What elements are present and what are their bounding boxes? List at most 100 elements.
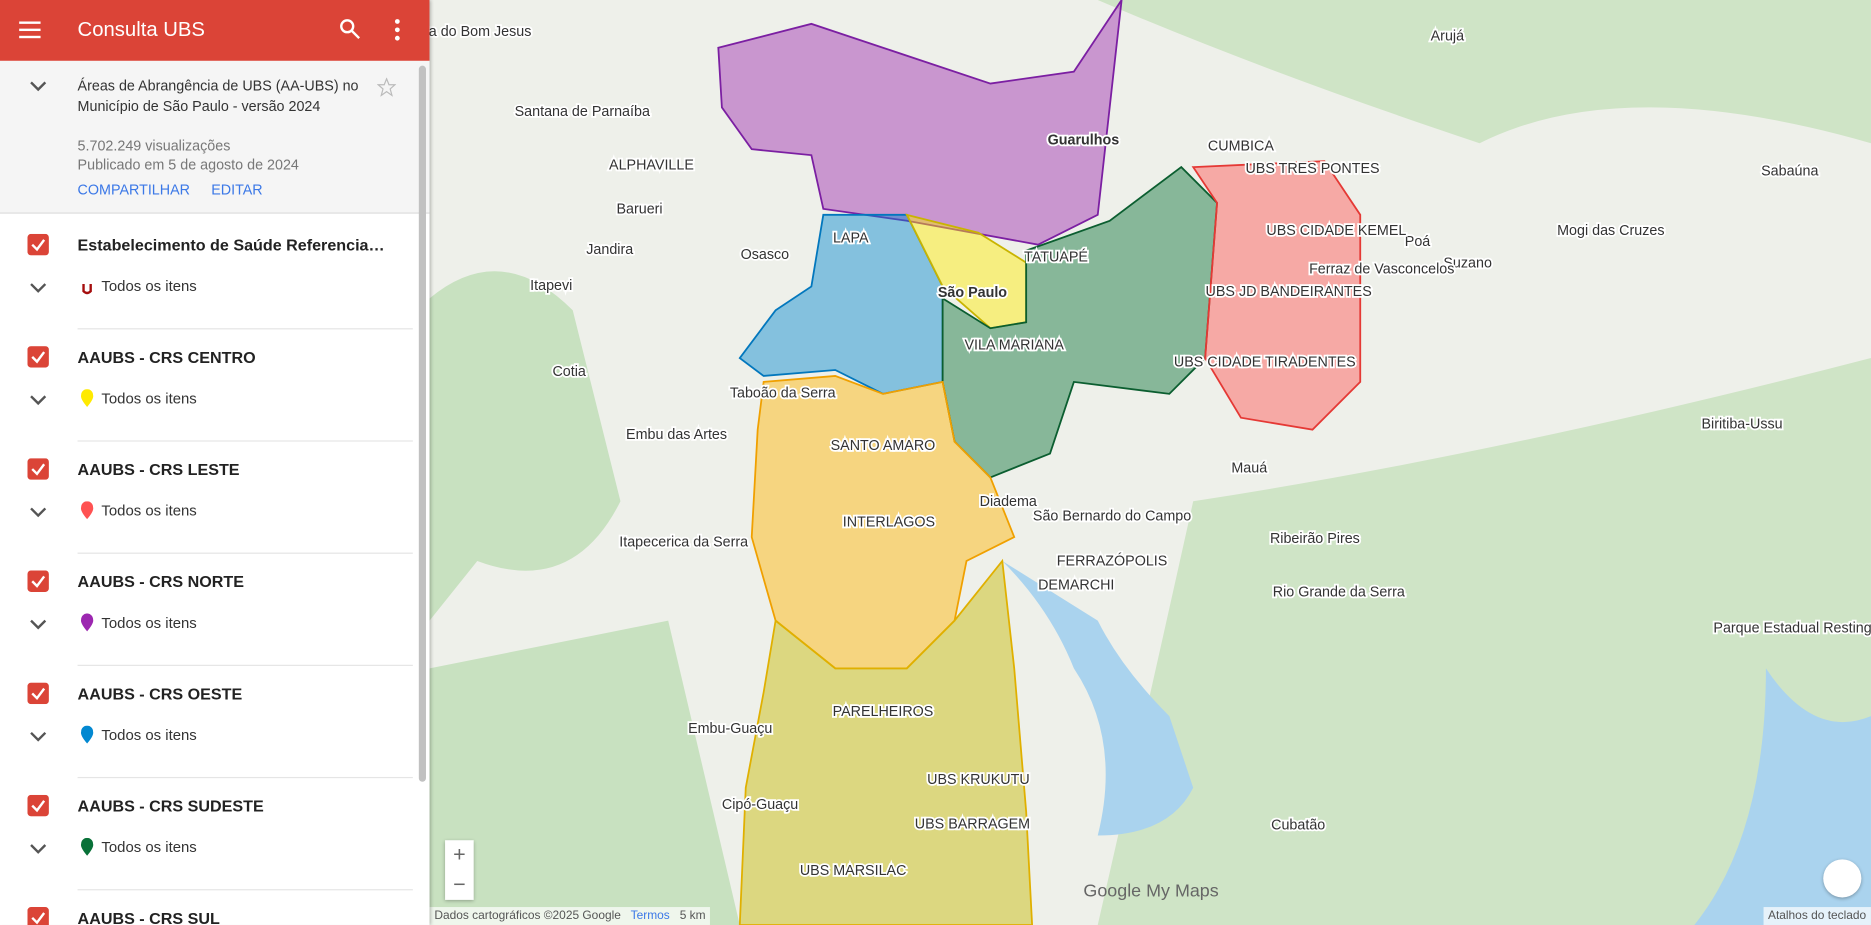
map-label: FERRAZÓPOLIS: [1057, 553, 1168, 570]
layer-icon: [80, 725, 94, 744]
layer-icon: [82, 284, 92, 295]
layer-icon: [80, 837, 94, 856]
layer-checkbox[interactable]: [27, 682, 49, 705]
checkbox-box: [27, 794, 49, 817]
chevron: [30, 507, 47, 518]
checkmark: [31, 239, 46, 252]
checkmark: [31, 351, 46, 364]
checkbox-box: [27, 570, 49, 592]
checkbox-box: [27, 346, 49, 368]
map-label: Cotia: [552, 364, 585, 380]
footer: Dados cartográficos ©2025 Google Termos …: [429, 907, 711, 925]
map-label: Santana de Parnaíba: [515, 104, 650, 120]
pin: [80, 389, 94, 407]
map-label: Embu-Guaçu: [688, 721, 772, 737]
pin: [80, 837, 94, 856]
layer: AAUBS - CRS SUDESTE Todos os itens: [0, 778, 430, 891]
map-label: Embu das Artes: [626, 427, 727, 443]
layer-expand[interactable]: [30, 282, 47, 294]
search-button[interactable]: [339, 18, 363, 42]
layer-list: Estabelecimento de Saúde Referencia da..…: [0, 214, 430, 925]
map-label: TATUAPÉ: [1024, 248, 1088, 265]
pin: [80, 501, 94, 520]
layer-expand[interactable]: [30, 618, 47, 630]
map-label: UBS JD BANDEIRANTES: [1206, 284, 1372, 300]
zoom-controls[interactable]: + −: [445, 840, 474, 900]
map-label: INTERLAGOS: [843, 514, 935, 530]
layer-items: Todos os itens: [101, 390, 197, 407]
scale: 5 km: [679, 909, 706, 923]
map-label: UBS KRUKUTU: [927, 772, 1030, 788]
chevron: [30, 731, 47, 742]
layer-checkbox[interactable]: [27, 794, 49, 817]
map-label: Itapevi: [530, 278, 572, 294]
region-sul: [738, 558, 1034, 925]
star-button[interactable]: [377, 77, 397, 97]
terms-link[interactable]: Termos: [630, 909, 670, 923]
sidebar: Consulta UBS Áreas de Abrangência de UBS…: [0, 0, 430, 925]
map[interactable]: Guarulhos São Paulo Osasco Barueri Itapevi Su…: [381, 0, 1871, 925]
checkmark: [31, 463, 46, 476]
map-label: UBS CIDADE KEMEL: [1266, 223, 1406, 239]
layer-checkbox[interactable]: [27, 458, 49, 480]
layer-expand[interactable]: [30, 394, 47, 406]
map-label: Cipó-Guaçu: [722, 797, 798, 813]
terrain: [1097, 0, 1871, 925]
layer: AAUBS - CRS NORTE Todos os itens: [0, 554, 430, 666]
terrain: [429, 271, 740, 925]
map-label: ALPHAVILLE: [609, 157, 694, 173]
locate-button[interactable]: [1823, 859, 1862, 898]
map-label: Pirapora do Bom Jesus: [430, 24, 532, 40]
layer-name: AAUBS - CRS NORTE: [77, 572, 245, 591]
map-label: CUMBICA: [1208, 138, 1274, 154]
layer-name: AAUBS - CRS CENTRO: [77, 348, 256, 367]
pin: [80, 613, 94, 632]
layer: AAUBS - CRS LESTE Todos os itens: [0, 442, 430, 554]
shortcuts-link[interactable]: Atalhos do teclado: [1763, 907, 1871, 925]
map-label: Cubatão: [1271, 817, 1325, 833]
divider: [77, 664, 413, 666]
collapse-toggle[interactable]: [30, 80, 47, 92]
checkbox-box: [27, 458, 49, 480]
region-norte: [717, 0, 1123, 246]
layer-expand[interactable]: [30, 506, 47, 518]
map-label: Guarulhos: [1048, 132, 1120, 148]
layer-checkbox[interactable]: [27, 907, 49, 925]
scrollbar[interactable]: [418, 65, 426, 782]
layer-name: AAUBS - CRS LESTE: [77, 460, 240, 479]
menu-button[interactable]: [19, 20, 43, 39]
layer-name: AAUBS - CRS SUL: [77, 909, 220, 925]
divider: [77, 552, 413, 554]
divider: [77, 889, 413, 891]
map-label: UBS TRES PONTES: [1245, 161, 1379, 177]
map-label: PARELHEIROS: [833, 704, 934, 720]
edit-button[interactable]: EDITAR: [211, 181, 263, 199]
attribution: Dados cartográficos ©2025 Google: [434, 909, 621, 923]
divider: [77, 328, 413, 330]
layer-checkbox[interactable]: [27, 570, 49, 592]
map-label: Osasco: [741, 247, 790, 263]
layer-checkbox[interactable]: [27, 346, 49, 368]
more-button[interactable]: [393, 18, 403, 42]
map-label: São Bernardo do Campo: [1033, 508, 1191, 524]
map-canvas: Guarulhos São Paulo Osasco Barueri Itapevi Su…: [381, 0, 1871, 925]
map-labels: Guarulhos São Paulo Osasco Barueri Itapevi Su…: [381, 22, 1871, 881]
checkmark: [31, 575, 46, 588]
divider: [77, 776, 413, 779]
layer-expand[interactable]: [30, 843, 47, 855]
map-label: Jandira: [586, 242, 633, 258]
chevron: [30, 283, 47, 293]
app-header: Consulta UBS: [0, 0, 430, 61]
share-button[interactable]: COMPARTILHAR: [77, 181, 191, 199]
region-sul: [750, 375, 1016, 670]
map-label: Arujá: [1431, 29, 1464, 45]
views: 5.702.249 visualizações: [77, 137, 231, 154]
layer-items: Todos os itens: [101, 726, 197, 744]
map-label: Ribeirão Pires: [1270, 531, 1360, 547]
layer-expand[interactable]: [30, 730, 47, 742]
map-label: VILA MARIANA: [965, 338, 1065, 354]
region-leste: [1191, 160, 1362, 431]
map-label: Rio Grande da Serra: [1273, 585, 1405, 601]
layer-checkbox[interactable]: [27, 233, 49, 256]
layer-items: Todos os itens: [101, 839, 197, 856]
